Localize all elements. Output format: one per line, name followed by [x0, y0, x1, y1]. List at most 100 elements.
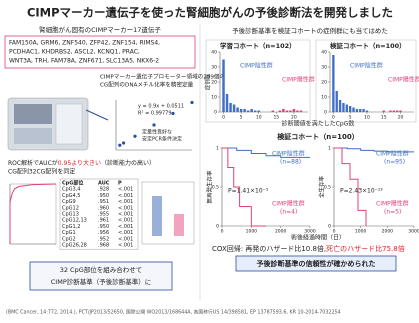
bar — [335, 91, 338, 112]
axis — [115, 100, 192, 151]
frame — [315, 39, 417, 123]
table-cell: <.001 — [118, 230, 133, 236]
bar — [285, 110, 289, 112]
bar — [289, 110, 292, 112]
x-tick-label: 3000 — [304, 229, 316, 235]
point — [133, 134, 137, 138]
bar — [345, 104, 348, 112]
table-cell: CpG12,13 — [62, 218, 87, 224]
roc-curve — [9, 183, 57, 244]
table-cell: .961 — [98, 218, 109, 224]
series-n: (n=95) — [384, 159, 405, 166]
x-tick-label: 0 — [332, 115, 335, 121]
x-tick-label: 10 — [364, 115, 370, 121]
table-cell: CpG9 — [62, 199, 76, 205]
step-line: CG配列のDNAメチル化率を精密定量 — [100, 81, 194, 89]
point — [152, 123, 156, 127]
bar — [246, 110, 250, 112]
bar — [253, 110, 257, 112]
table-cell: .928 — [98, 187, 109, 193]
bar — [359, 109, 362, 112]
series-label: CIMP陽性群 — [272, 200, 305, 208]
bar — [292, 109, 296, 112]
table-cell: CpG12 — [62, 205, 79, 211]
series-n: (n=88) — [280, 159, 301, 166]
roc-text-a: ROC解析でAUCが — [8, 159, 58, 167]
table-cell: <.001 — [118, 205, 133, 211]
chart-title: 検証コホート（n=100） — [330, 41, 406, 50]
bar — [229, 103, 232, 112]
y-tick-label: 1 — [216, 146, 219, 152]
conclusion: 予後診断基準の信頼性が確かめられた — [257, 259, 376, 268]
hist-xlabel: 診断閾値を満たしたCpG数 — [282, 120, 355, 128]
y-axis-label: 全生存率 — [318, 176, 326, 199]
bar — [396, 110, 399, 112]
gene-box — [4, 35, 196, 69]
bar — [243, 109, 246, 112]
footer: (BMC Cancer, 14:772, 2014.), PCT/JP2013/… — [6, 309, 341, 316]
bar — [257, 110, 260, 112]
table-cell: <.001 — [118, 218, 133, 224]
note: 安定PCR条件決定 — [142, 136, 182, 143]
bar — [399, 110, 402, 112]
y-tick-label: 30 — [321, 65, 327, 71]
table-header: AUC — [98, 181, 110, 187]
x-tick-label: 0 — [333, 229, 336, 235]
table-cell: .951 — [98, 199, 109, 205]
table-header: P — [118, 181, 122, 187]
y-tick-label: 1 — [328, 146, 331, 152]
table-header: CpG部位 — [62, 180, 83, 187]
point — [122, 141, 126, 145]
roc-text-b: 0.95より大きい — [58, 159, 101, 167]
bar — [342, 103, 345, 112]
bar — [299, 110, 303, 112]
km-curve — [334, 147, 367, 226]
bar — [250, 109, 253, 112]
km-curve — [222, 147, 266, 227]
x-tick-label: 10 — [256, 115, 262, 121]
x-tick-label: 2000 — [275, 229, 287, 235]
series-label: CIMP陰性群 — [350, 62, 383, 70]
cox-text-b: 死亡のハザード比75.8倍 — [326, 244, 405, 253]
bar — [271, 110, 275, 112]
x-tick-label: 15 — [273, 115, 279, 121]
series-label: CIMP陰性群 — [376, 150, 409, 158]
series-label: CIMP陰性群 — [272, 150, 305, 158]
y-tick-label: 0.5 — [212, 185, 219, 191]
y-tick-label: 0 — [324, 110, 327, 116]
x-tick-label: 3000 — [408, 229, 419, 235]
table-cell: <.001 — [118, 199, 133, 205]
left-heading: 腎細胞がん固有のCIMPマーカー17遺伝子 — [39, 25, 161, 34]
km-curve — [222, 147, 310, 158]
p-value: P=2.43×10⁻¹³ — [340, 188, 383, 195]
bar — [355, 109, 359, 112]
gene-line: FAM150A, GRM6, ZNF540, ZFP42, ZNF154, RI… — [9, 40, 160, 47]
conclusion-box — [235, 255, 397, 272]
y-axis-label: 無再発生存率 — [206, 170, 214, 204]
auc-table: CpG部位 AUC P CpG3,4 .928 <.001 CpG4,5 .950 <.001 C… — [59, 178, 139, 250]
table-cell: .956 — [98, 230, 109, 236]
table-cell: CpG1,2 — [62, 224, 81, 230]
bar — [348, 106, 352, 112]
table-cell: CpG3,4 — [62, 187, 81, 193]
table-cell: .968 — [98, 243, 109, 249]
instrument-photo — [7, 97, 109, 151]
y-tick-label: 0 — [216, 224, 219, 230]
table-cell: CpG26,28 — [62, 243, 87, 249]
bar — [389, 110, 392, 112]
table-cell: <.001 — [118, 187, 133, 193]
table-cell: CpG2 — [62, 236, 76, 242]
bar — [236, 107, 239, 112]
chart-title: 学習コホート（n=102） — [220, 41, 296, 50]
km-curve — [334, 147, 414, 153]
series-n: (n=4) — [280, 209, 297, 216]
table-cell: CpG1 — [62, 230, 76, 236]
table-frame — [59, 178, 139, 250]
km-heading: 検証コホート（n=100） — [277, 132, 358, 141]
bar — [225, 94, 229, 112]
series-label: CIMP陽性群 — [388, 76, 419, 84]
x-tick-label: 1000 — [246, 229, 258, 235]
bar — [332, 55, 335, 112]
roc-text: CG配列32CG配列を同定 — [8, 168, 75, 176]
bar — [222, 59, 225, 112]
